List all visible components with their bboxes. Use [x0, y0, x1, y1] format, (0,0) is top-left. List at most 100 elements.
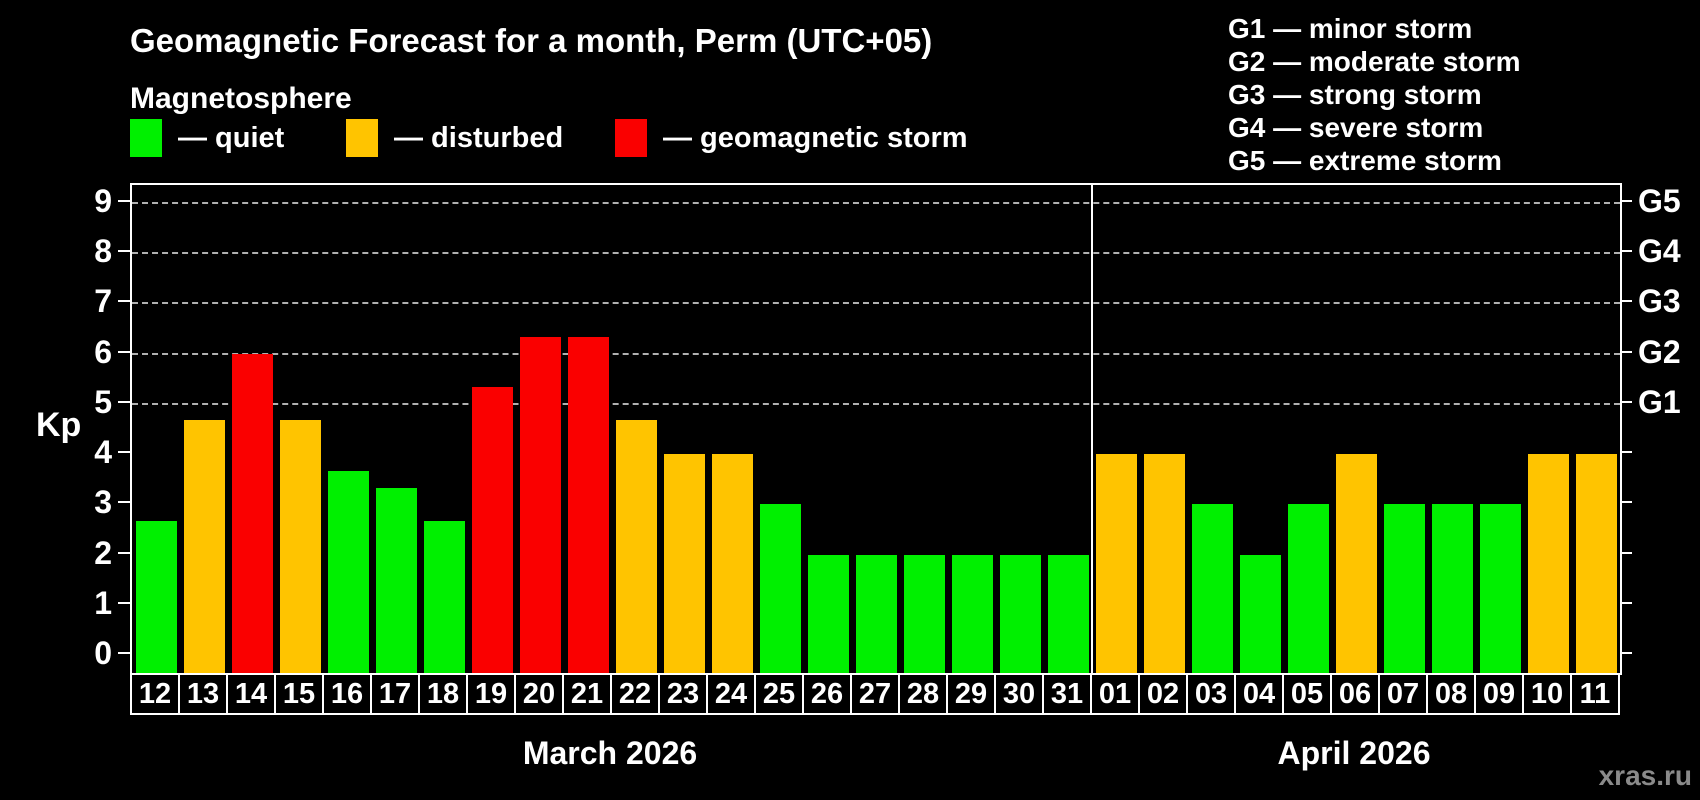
- bar-march-18: [423, 520, 465, 673]
- bar-march-16: [327, 470, 369, 673]
- bar-march-23: [663, 454, 705, 673]
- legend-item-storm: — geomagnetic storm: [615, 118, 968, 158]
- day-label-march-29: 29: [946, 673, 996, 715]
- y-axis-tick-8: [118, 250, 130, 253]
- y-axis-tick-label-9: 9: [94, 183, 112, 219]
- y-axis-tick-label-2: 2: [94, 534, 112, 571]
- y-axis-tick-label-3: 3: [94, 484, 112, 521]
- day-label-march-30: 30: [994, 673, 1044, 715]
- bar-april-11: [1575, 454, 1617, 673]
- day-label-april-05: 05: [1282, 673, 1332, 715]
- bar-march-17: [375, 487, 417, 673]
- day-label-march-27: 27: [850, 673, 900, 715]
- y-axis-tick-label-0: 0: [94, 635, 112, 671]
- chart-title: Geomagnetic Forecast for a month, Perm (…: [130, 22, 933, 59]
- storm-scale-g1: G1 — minor storm: [1228, 13, 1473, 44]
- legend-label-storm: — geomagnetic storm: [663, 121, 968, 154]
- day-label-march-24: 24: [706, 673, 756, 715]
- day-label-april-03: 03: [1186, 673, 1236, 715]
- day-label-march-25: 25: [754, 673, 804, 715]
- day-label-april-10: 10: [1522, 673, 1572, 715]
- bar-march-22: [615, 420, 657, 673]
- disturbed-color-swatch: [346, 119, 378, 157]
- bar-march-31: [1047, 554, 1089, 673]
- day-label-april-11: 11: [1570, 673, 1620, 715]
- day-label-march-28: 28: [898, 673, 948, 715]
- bar-april-02: [1143, 454, 1185, 673]
- gridline-kp-7: [132, 302, 1620, 305]
- month-labels: March 2026 April 2026: [0, 735, 1700, 777]
- day-label-march-22: 22: [610, 673, 660, 715]
- legend-item-quiet: — quiet: [130, 118, 284, 158]
- storm-scale-g4: G4 — severe storm: [1228, 112, 1484, 143]
- y-axis-tick-6: [118, 350, 130, 353]
- day-label-april-07: 07: [1378, 673, 1428, 715]
- bar-march-28: [903, 554, 945, 673]
- quiet-color-swatch: [130, 119, 162, 157]
- bar-march-26: [807, 554, 849, 673]
- day-label-april-04: 04: [1234, 673, 1284, 715]
- bar-april-06: [1335, 454, 1377, 673]
- y-axis-tick-4: [118, 451, 130, 454]
- storm-scale-g5: G5 — extreme storm: [1228, 145, 1502, 176]
- magnetosphere-heading: Magnetosphere: [130, 82, 352, 115]
- day-label-march-16: 16: [322, 673, 372, 715]
- bar-april-03: [1191, 504, 1233, 673]
- legend-item-disturbed: — disturbed: [346, 118, 563, 158]
- y-axis-tick-label-7: 7: [94, 283, 112, 320]
- day-label-april-02: 02: [1138, 673, 1188, 715]
- gridline-kp-8: [132, 252, 1620, 255]
- bar-april-10: [1527, 454, 1569, 673]
- bar-april-05: [1287, 504, 1329, 673]
- bar-march-13: [183, 420, 225, 673]
- day-label-march-17: 17: [370, 673, 420, 715]
- day-label-march-19: 19: [466, 673, 516, 715]
- bar-march-30: [999, 554, 1041, 673]
- watermark: xras.ru: [1598, 760, 1692, 791]
- bar-march-21: [567, 337, 609, 673]
- storm-color-swatch: [615, 119, 647, 157]
- bar-april-08: [1431, 504, 1473, 673]
- month-label-march: March 2026: [522, 735, 698, 771]
- day-label-march-14: 14: [226, 673, 276, 715]
- right-axis-label-g3: G3: [1638, 283, 1681, 320]
- bar-april-04: [1239, 554, 1281, 673]
- month-label-april: April 2026: [1277, 735, 1431, 771]
- y-axis-tick-2: [118, 551, 130, 554]
- bar-march-19: [471, 387, 513, 673]
- day-label-march-23: 23: [658, 673, 708, 715]
- bar-march-29: [951, 554, 993, 673]
- day-label-march-12: 12: [130, 673, 180, 715]
- day-label-april-01: 01: [1090, 673, 1140, 715]
- y-axis-tick-label-8: 8: [94, 233, 112, 270]
- bar-april-07: [1383, 504, 1425, 673]
- storm-scale-g2: G2 — moderate storm: [1228, 46, 1521, 77]
- legend-label-quiet: — quiet: [178, 121, 285, 154]
- bar-april-09: [1479, 504, 1521, 673]
- y-axis-tick-5: [118, 400, 130, 403]
- day-label-march-20: 20: [514, 673, 564, 715]
- day-label-april-06: 06: [1330, 673, 1380, 715]
- day-label-march-13: 13: [178, 673, 228, 715]
- bar-march-27: [855, 554, 897, 673]
- day-label-march-26: 26: [802, 673, 852, 715]
- gridline-kp-9: [132, 202, 1620, 204]
- day-label-march-15: 15: [274, 673, 324, 715]
- day-label-april-09: 09: [1474, 673, 1524, 715]
- y-axis-tick-9: [118, 200, 130, 202]
- gridline-kp-5: [132, 402, 1620, 405]
- bar-march-25: [759, 504, 801, 673]
- y-axis-tick-0: [118, 652, 130, 654]
- day-label-march-31: 31: [1042, 673, 1092, 715]
- right-axis-label-g4: G4: [1638, 233, 1681, 270]
- month-separator-line: [1091, 185, 1093, 673]
- y-axis-title: Kp: [36, 406, 82, 444]
- y-axis-tick-label-6: 6: [94, 333, 112, 370]
- bar-april-01: [1095, 454, 1137, 673]
- right-axis-label-g2: G2: [1638, 333, 1681, 370]
- legend-label-disturbed: — disturbed: [394, 121, 564, 154]
- y-axis-tick-1: [118, 601, 130, 604]
- right-axis-label-g5: G5: [1638, 183, 1681, 219]
- y-axis-tick-3: [118, 501, 130, 504]
- bar-march-14: [231, 353, 273, 673]
